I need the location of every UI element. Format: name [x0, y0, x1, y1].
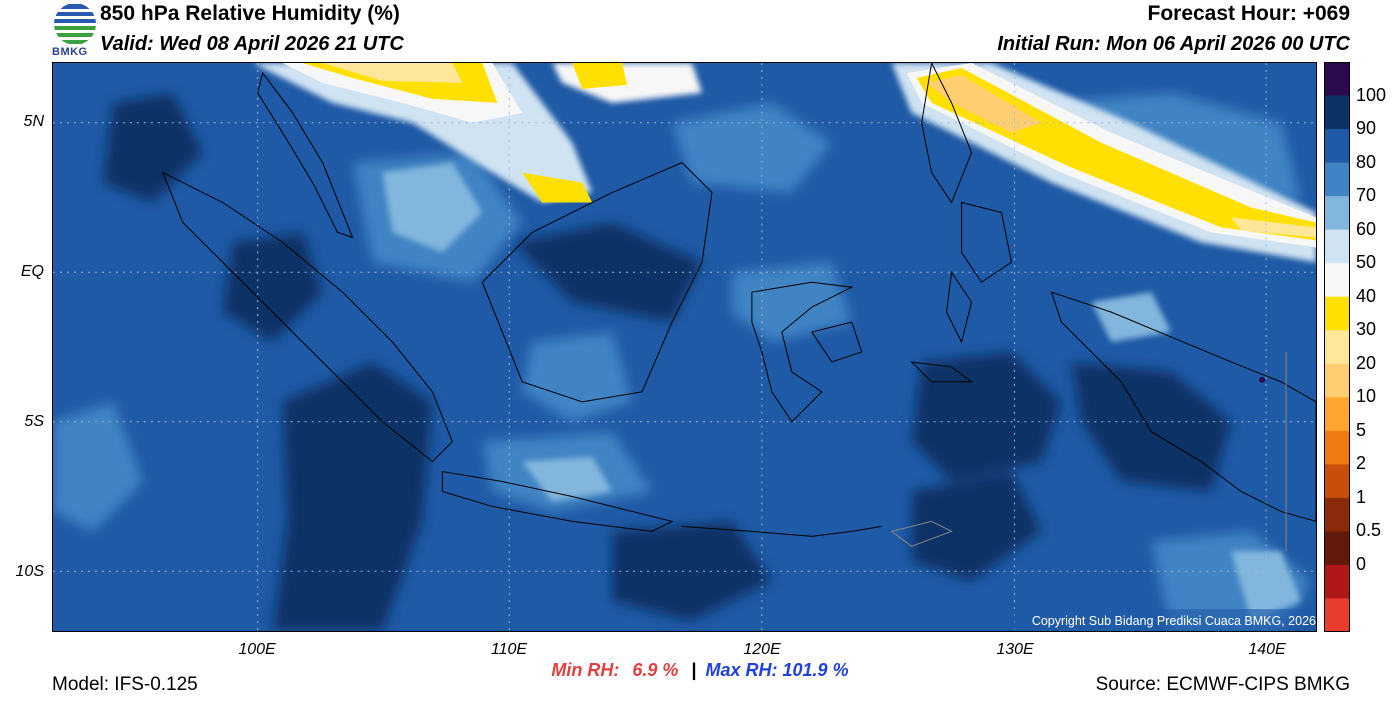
high-humidity-areas — [102, 92, 1232, 631]
lat-label-5n: 5N — [23, 113, 44, 130]
min-rh-value: 6.9 % — [632, 660, 679, 680]
colorbar-swatch — [1324, 263, 1350, 298]
colorbar-swatch — [1324, 95, 1350, 130]
colorbar-swatch — [1324, 363, 1350, 398]
colorbar-label: 90 — [1356, 118, 1377, 139]
colorbar-swatch — [1324, 397, 1350, 432]
colorbar-swatch — [1324, 598, 1350, 632]
initial-run: Initial Run: Mon 06 April 2026 00 UTC — [997, 33, 1350, 55]
colorbar-swatch — [1324, 430, 1350, 465]
colorbar-swatch — [1324, 464, 1350, 499]
graticule — [53, 63, 1316, 631]
max-humidity-cell — [1259, 376, 1266, 383]
colorbar-label: 1 — [1356, 486, 1367, 507]
colorbar-label: 40 — [1356, 285, 1377, 306]
colorbar-swatch — [1324, 497, 1350, 532]
valid-time: Valid: Wed 08 April 2026 21 UTC — [100, 33, 404, 55]
lon-label-140e: 140E — [1248, 641, 1286, 658]
min-rh-label: Min RH: — [551, 660, 620, 680]
colorbar-label: 2 — [1356, 453, 1367, 474]
colorbar-swatch — [1324, 196, 1350, 231]
lon-label-110e: 110E — [490, 641, 528, 658]
colorbar-label: 5 — [1356, 419, 1367, 440]
colorbar-swatch — [1324, 62, 1350, 97]
colorbar-label: 80 — [1356, 151, 1377, 172]
lon-label-120e: 120E — [743, 641, 781, 658]
colorbar-label: 70 — [1356, 185, 1377, 206]
lon-label-100e: 100E — [238, 641, 276, 658]
colorbar-label: 60 — [1356, 218, 1377, 239]
colorbar-label: 100 — [1356, 84, 1387, 105]
lat-label-eq: EQ — [20, 263, 44, 280]
source-label: Source: ECMWF-CIPS BMKG — [1095, 674, 1350, 695]
colorbar-label: 30 — [1356, 319, 1377, 340]
dry-band-north-west — [252, 63, 702, 203]
rh-stats: Min RH: 6.9 % | Max RH: 101.9 % — [0, 660, 1400, 681]
colorbar-label: 0.5 — [1356, 520, 1382, 541]
colorbar-swatch — [1324, 296, 1350, 331]
logo-text: BMKG — [52, 46, 88, 58]
colorbar-label: 10 — [1356, 386, 1377, 407]
lat-label-10s: 10S — [15, 563, 44, 580]
lat-label-5s: 5S — [24, 413, 44, 430]
colorbar — [1324, 62, 1350, 632]
colorbar-label: 50 — [1356, 252, 1377, 273]
forecast-hour: Forecast Hour: +069 — [1147, 2, 1351, 25]
colorbar-swatch — [1324, 229, 1350, 264]
colorbar-swatch — [1324, 162, 1350, 197]
colorbar-swatch — [1324, 129, 1350, 164]
bmkg-logo — [54, 3, 96, 45]
colorbar-swatch — [1324, 564, 1350, 599]
lon-label-130e: 130E — [996, 641, 1034, 658]
colorbar-swatch — [1324, 531, 1350, 566]
coastlines — [161, 63, 1316, 552]
chart-title: 850 hPa Relative Humidity (%) — [100, 2, 400, 25]
colorbar-label: 0 — [1356, 553, 1367, 574]
humidity-map — [52, 62, 1317, 632]
model-label: Model: IFS-0.125 — [52, 674, 198, 695]
colorbar-label: 20 — [1356, 352, 1377, 373]
stats-separator: | — [691, 660, 697, 680]
copyright-text: Copyright Sub Bidang Prediksi Cuaca BMKG… — [1031, 614, 1316, 628]
max-rh-label: Max RH: 101.9 % — [705, 660, 849, 680]
colorbar-swatch — [1324, 330, 1350, 365]
dry-band-north-east — [891, 63, 1316, 263]
